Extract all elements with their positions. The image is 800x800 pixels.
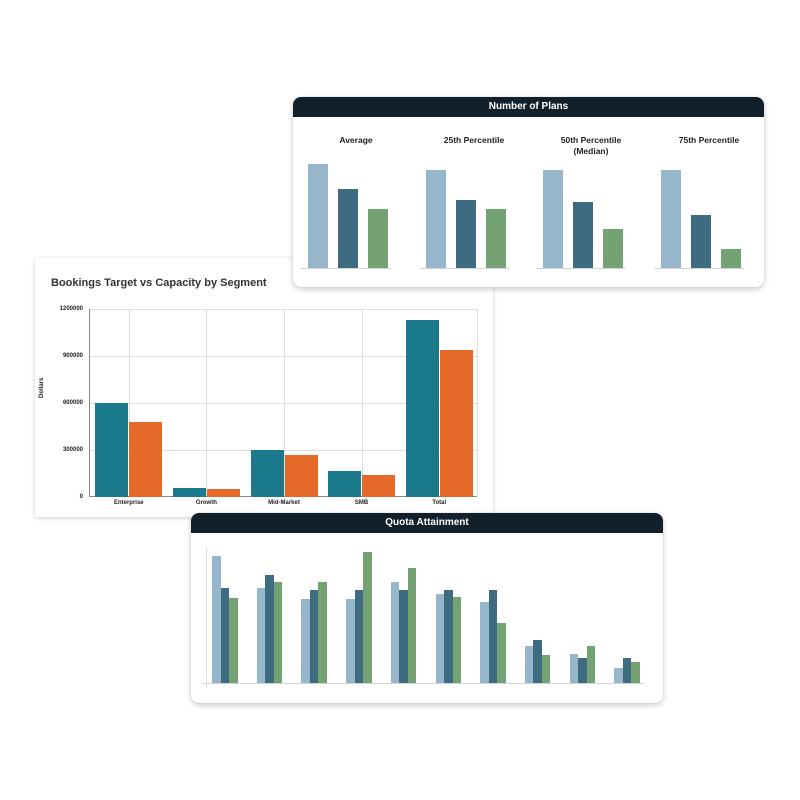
x-tick-label: Growth [195,500,217,506]
gridline [90,403,477,404]
bar [399,590,408,683]
bar [435,594,444,683]
bar [541,655,551,683]
bar [172,487,206,497]
bar [661,170,681,268]
bar [721,249,741,268]
bar [250,450,284,497]
bar [407,568,417,683]
gridline [90,450,477,451]
y-tick-label: 900000 [62,353,83,359]
plan-group: 25th Percentile [419,117,529,287]
bar [354,590,364,683]
quota-attainment-card: Quota Attainment [191,513,663,703]
bar [622,658,632,683]
plan-group-title: Average [339,135,373,145]
y-tick-label: 1200000 [59,306,83,312]
bar [578,658,587,683]
bar [456,200,476,268]
bookings-chart-card: Bookings Target vs Capacity by Segment D… [35,258,493,517]
bookings-plot-area: 0 300000 600000 900000 1200000 Enterprise Grow… [60,306,478,506]
number-of-plans-card: Number of Plans Average 25th Percentile 50… [293,97,764,287]
bar [405,319,439,497]
bar [614,668,623,683]
bar [309,590,319,683]
bar [220,588,229,683]
plan-baseline [536,268,626,269]
bar [533,640,542,683]
bar [543,170,563,268]
bar [206,489,240,497]
bar [426,170,446,268]
bar [486,209,506,268]
bookings-chart-title: Bookings Target vs Capacity by Segment [51,277,267,289]
gridline [90,356,477,357]
bar [488,590,498,683]
bar [265,575,274,683]
plan-baseline [419,268,509,269]
bar [256,588,266,683]
bar [452,597,461,683]
bar [308,164,328,268]
x-tick-label: Total [432,500,447,506]
gridline [361,309,363,496]
y-axis-label: Dollars [39,377,45,398]
bar [229,598,238,683]
plan-group: 75th Percentile [654,117,764,287]
plan-group-title: 50th Percentile (Median) [536,135,646,157]
plan-title-line: (Median) [573,146,609,156]
gridline [206,309,208,496]
y-tick-label: 300000 [62,447,83,453]
bar [301,599,310,683]
bar [318,582,327,683]
bar [586,646,596,683]
bar [363,552,372,683]
bar [284,455,318,497]
bar [390,582,400,683]
bar [328,471,362,497]
bar [338,189,358,268]
bar [480,602,489,683]
bar [631,662,640,683]
plan-group: 50th Percentile (Median) [536,117,646,287]
gridline [128,309,130,496]
plan-group-title: 25th Percentile [443,135,505,145]
bar [439,349,473,497]
gridline [90,309,477,310]
x-tick-label: Enterprise [113,500,144,506]
bar [569,654,579,683]
x-tick-label: Mid-Market [268,500,300,506]
bar [95,403,129,497]
bar [212,556,221,683]
quota-y-axis [206,547,207,688]
quota-chart-area [191,533,663,703]
bar [573,202,593,268]
plans-chart-area: Average 25th Percentile 50th Percentile (Me… [293,117,764,287]
y-tick-label: 0 [79,494,83,500]
plan-group-title: 75th Percentile [678,135,740,145]
plan-baseline [654,268,744,269]
gridline [284,309,285,496]
bar [603,229,623,268]
bar [444,590,453,683]
bar [346,599,355,683]
bar [273,582,283,683]
bar [497,623,506,683]
bar [368,209,388,268]
plans-card-header: Number of Plans [293,97,764,117]
plan-title-line: 50th Percentile [560,135,622,145]
gridline [477,309,478,496]
bar [362,475,396,497]
quota-baseline [203,683,645,684]
x-tick-label: SMB [354,500,369,506]
plan-baseline [301,268,391,269]
bar [129,421,163,497]
plan-group: Average [301,117,411,287]
bar [691,215,711,268]
quota-card-header: Quota Attainment [191,513,663,533]
bar [524,646,534,683]
y-tick-label: 600000 [62,400,83,406]
